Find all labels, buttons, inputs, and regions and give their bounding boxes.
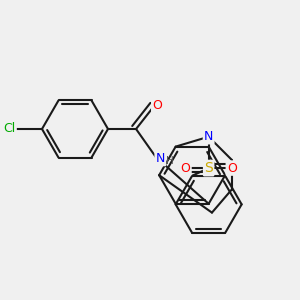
Text: H: H <box>166 156 173 166</box>
Text: N: N <box>156 152 165 165</box>
Text: Cl: Cl <box>3 122 16 136</box>
Text: O: O <box>152 99 162 112</box>
Text: O: O <box>181 162 190 175</box>
Text: N: N <box>204 130 213 143</box>
Text: O: O <box>227 162 237 175</box>
Text: S: S <box>204 161 213 175</box>
